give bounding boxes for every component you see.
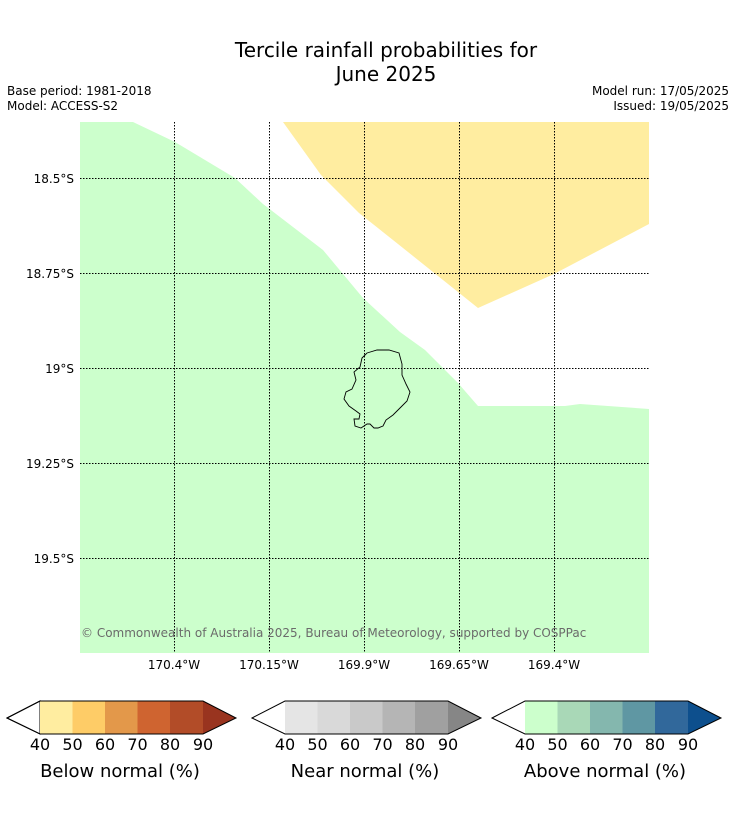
colorbar-above-tick: 50 [547,735,568,754]
colorbar-above-swatch-80 [655,701,688,734]
colorbar-below-tick: 80 [159,735,181,754]
below-normal-region [283,122,649,308]
colorbar-near-tick: 40 [274,735,296,754]
colorbar-near-swatch-60 [350,701,383,734]
colorbar-below: 40 50 60 70 80 90 Below normal (%) [5,700,238,782]
lat-label-19.25: 19.25°S [26,457,74,471]
lon-label-170.4: 170.4°W [147,658,201,672]
colorbar-below-tick: 70 [127,735,148,754]
meta-left: Base period: 1981-2018 Model: ACCESS-S2 [7,84,152,114]
colorbar-near-max-extend [448,701,481,734]
colorbar-near-swatch-80 [415,701,448,734]
colorbar-below-swatch-50 [72,701,105,734]
issued-text: Issued: 19/05/2025 [613,99,729,113]
map-area: © Commonwealth of Australia 2025, Bureau… [80,122,649,653]
colorbar-above-swatch-70 [622,701,655,734]
gridlines [80,122,649,653]
colorbar-near-tick: 60 [339,735,361,754]
colorbar-below-tick: 90 [192,735,214,754]
colorbar-above-tick: 60 [579,735,601,754]
colorbar-near-outline [250,700,483,735]
model-text: Model: ACCESS-S2 [7,99,119,113]
colorbar-below-tick: 40 [29,735,51,754]
niue-island-coastline [343,349,411,429]
colorbar-above-swatch-60 [590,701,623,734]
colorbar-above-tick: 80 [644,735,666,754]
colorbar-below-swatch-60 [105,701,138,734]
meta-right: Model run: 17/05/2025 Issued: 19/05/2025 [592,84,729,114]
colorbar-below-tick: 50 [62,735,83,754]
colorbar-near-tick: 70 [372,735,393,754]
lat-label-19: 19°S [45,362,74,376]
colorbar-below-swatch-40 [40,701,73,734]
lon-label-169.4: 169.4°W [527,658,581,672]
colorbar-near: 40 50 60 70 80 90 Near normal (%) [250,700,483,782]
title-line-1: Tercile rainfall probabilities for [234,38,538,62]
colorbar-above-tick: 70 [612,735,633,754]
lon-label-169.9: 169.9°W [337,658,391,672]
colorbar-near-tick: 80 [404,735,426,754]
colorbar-near-label: Near normal (%) [290,761,440,782]
colorbar-above-swatch-40 [525,701,558,734]
colorbar-below-min-extend [5,700,41,735]
colorbar-above-svg [490,700,723,735]
colorbar-above-swatch-50 [557,701,590,734]
title-line-2: June 2025 [335,62,437,86]
colorbar-near-tick: 90 [437,735,459,754]
model-run-text: Model run: 17/05/2025 [591,84,729,98]
colorbar-above-outline [490,700,723,735]
colorbar-below-swatch-70 [137,701,170,734]
colorbar-above-label: Above normal (%) [523,761,687,782]
colorbar-above-tick: 90 [677,735,699,754]
colorbar-above-tick: 40 [514,735,536,754]
lon-label-169.65: 169.65°W [429,658,489,672]
colorbar-below-outline [5,700,238,735]
colorbar-near-tick: 50 [307,735,328,754]
map-svg [80,122,649,653]
colorbar-above-max-extend [688,701,721,734]
colorbar-above-min-extend [492,701,525,734]
colorbar-near-swatch-70 [382,701,415,734]
copyright-text: © Commonwealth of Australia 2025, Bureau… [81,626,587,640]
lat-label-18.5: 18.5°S [33,172,74,186]
colorbar-below-label: Below normal (%) [40,761,200,782]
colorbar-below-max-extend [203,701,236,734]
colorbar-above: 40 50 60 70 80 90 Above normal (%) [490,700,723,782]
colorbar-below-swatch-80 [170,701,203,734]
chart-title: Tercile rainfall probabilities for June … [0,38,736,86]
colorbar-below-tick: 60 [94,735,116,754]
colorbar-near-min-extend [252,701,285,734]
lat-label-19.5: 19.5°S [33,552,74,566]
colorbar-near-svg [250,700,483,735]
lon-label-170.15: 170.15°W [239,658,299,672]
colorbar-near-swatch-40 [285,701,318,734]
lat-label-18.75: 18.75°S [26,267,74,281]
colorbar-near-swatch-50 [317,701,350,734]
base-period-text: Base period: 1981-2018 [7,84,152,98]
colorbar-below-svg [5,700,238,735]
